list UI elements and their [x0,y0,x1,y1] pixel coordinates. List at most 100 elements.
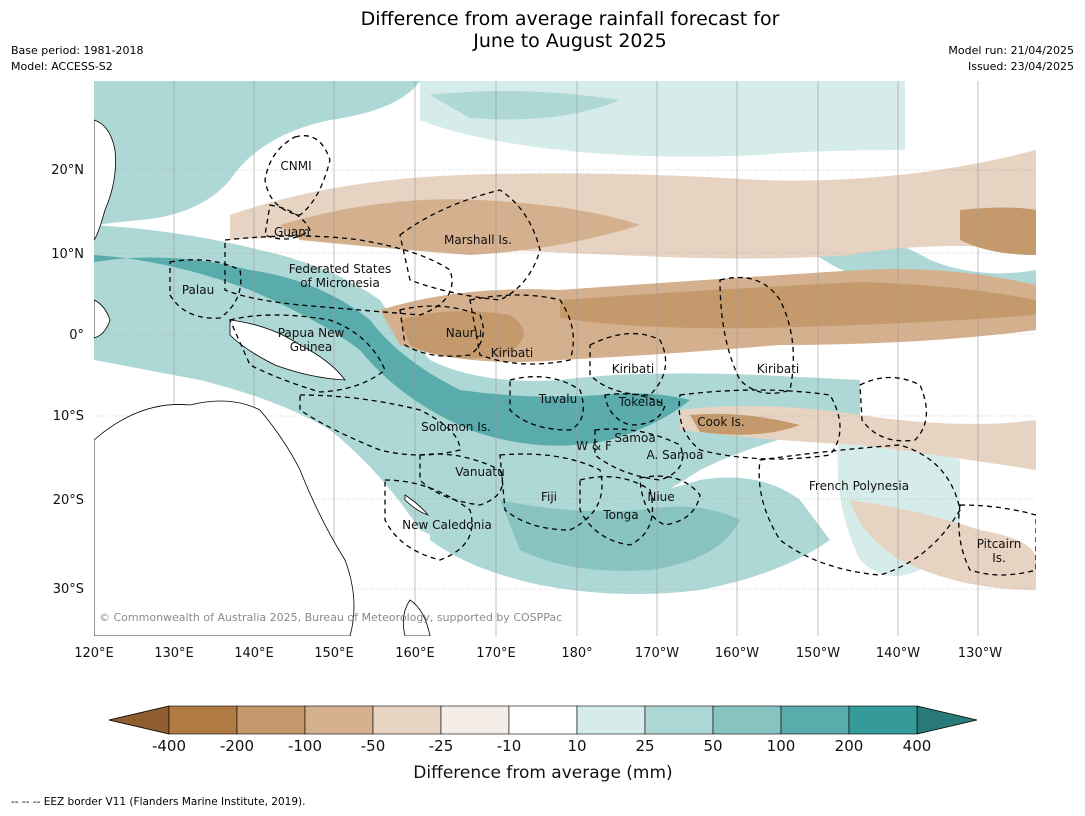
model-name: Model: ACCESS-S2 [11,60,113,73]
wet-area-north-core [430,91,620,120]
colorbar-legend: -400 -200 -100 -50 -25 -10 10 25 50 100 200 400 Dif… [108,705,978,783]
lon-tick: 120°E [74,646,114,661]
eez-kiribati-phoenix [589,332,667,396]
issued-date: Issued: 23/04/2025 [967,60,1074,73]
latitude-ticks: 20°N 10°N 0° 10°S 20°S 30°S [51,163,84,597]
colorbar-cell [168,705,238,735]
dry-area-equatorial-east [560,282,1036,329]
eez-guam [264,204,311,240]
region-wallis-futuna: W & F [576,439,612,453]
region-kiribati-gilbert: Kiribati [491,346,533,360]
colorbar-title: Difference from average (mm) [413,763,672,783]
colorbar-label: 25 [635,737,654,755]
region-vanuatu: Vanuatu [455,465,505,479]
colorbar-cell [644,705,714,735]
eez-marquesas [859,376,927,442]
philippines-coast [94,119,116,241]
colorbar-label: -50 [361,737,386,755]
region-tonga: Tonga [602,508,638,522]
colorbar-cell [304,705,374,735]
lat-tick: 20°N [51,163,84,178]
eez-solomon [299,394,461,456]
region-kiribati-phoenix: Kiribati [612,362,654,376]
region-american-samoa: A. Samoa [647,448,704,462]
region-samoa: Samoa [614,431,655,445]
new-guinea-coast [229,319,346,381]
eez-niue [639,475,701,526]
eez-nauru [399,305,484,357]
model-run: Model run: 21/04/2025 [948,44,1074,57]
region-fiji: Fiji [541,490,557,504]
region-pitcairn-2: Is. [992,551,1006,565]
wet-area-core [94,255,690,446]
colorbar-cell [780,705,850,735]
eez-vanuatu [419,453,504,506]
dry-area-cook-core [690,413,800,435]
eez-cook [678,389,841,460]
wet-area-northwest [94,81,420,225]
region-palau: Palau [182,283,214,297]
eez-marshall [399,189,541,301]
region-nauru: Nauru [446,326,482,340]
map-title: Difference from average rainfall forecas… [0,8,1085,52]
eez-tokelau [604,393,666,426]
dry-area-nauru [400,311,524,359]
lon-tick: 150°E [314,646,354,661]
title-line-1: Difference from average rainfall forecas… [360,8,780,30]
eez-tuvalu [509,376,584,431]
region-tuvalu: Tuvalu [538,392,578,406]
region-marshall: Marshall Is. [444,233,512,247]
colorbar-label: -100 [288,737,322,755]
base-period: Base period: 1981-2018 [11,44,144,57]
region-tokelau: Tokelau [618,395,664,409]
australia-coast [94,400,355,636]
lon-tick: 130°E [154,646,194,661]
dry-area-far-east [960,207,1036,255]
lon-tick: 140°E [234,646,274,661]
region-fsm-1: Federated States [289,262,391,276]
region-png-2: Guinea [290,340,333,354]
region-niue: Niue [647,490,674,504]
lon-tick: 140°W [876,646,920,661]
meta-left: Base period: 1981-2018 Model: ACCESS-S2 [11,43,143,75]
dry-area-pitcairn [850,500,1036,590]
copyright-notice: © Commonwealth of Australia 2025, Bureau… [99,611,562,624]
lat-tick: 20°S [53,493,84,508]
colorbar-cells [168,705,918,735]
region-kiribati-line: Kiribati [757,362,799,376]
region-labels: CNMI Guam Marshall Is. Federated States … [182,159,1021,565]
wet-area-south-core [500,500,740,571]
dry-anomaly-areas [230,150,1036,590]
colorbar-label: -25 [429,737,454,755]
title-line-2: June to August 2025 [473,30,667,52]
colorbar-cell [712,705,782,735]
eez-kiribati-west [469,294,574,365]
map-plot-area: CNMI Guam Marshall Is. Federated States … [94,81,1036,636]
colorbar-high-arrow [916,705,978,735]
lon-tick: 130°W [958,646,1002,661]
region-png-1: Papua New [278,326,345,340]
colorbar-label: 100 [767,737,796,755]
lon-tick: 160°W [715,646,759,661]
new-zealand-coast [402,599,431,636]
colorbar-labels: -400 -200 -100 -50 -25 -10 10 25 50 100 200 400 [152,737,931,755]
longitude-ticks: 120°E 130°E 140°E 150°E 160°E 170°E 180°… [74,646,1002,661]
region-solomon: Solomon Is. [421,420,491,434]
lat-tick: 0° [69,328,84,343]
dry-area-north-core [280,199,640,255]
colorbar-label: -10 [497,737,522,755]
lat-tick: 10°N [51,247,84,262]
eez-footnote: -- -- -- EEZ border V11 (Flanders Marine… [11,796,306,808]
lon-tick: 170°E [476,646,516,661]
eez-french-polynesia [758,444,961,576]
coastlines [94,119,431,636]
lat-tick: 10°S [53,409,84,424]
colorbar-cell [440,705,510,735]
region-cook: Cook Is. [697,415,744,429]
region-new-caledonia: New Caledonia [402,518,492,532]
colorbar-cell [848,705,918,735]
eez-cnmi [264,135,331,216]
region-french-polynesia: French Polynesia [809,479,909,493]
lon-tick: 170°W [635,646,679,661]
